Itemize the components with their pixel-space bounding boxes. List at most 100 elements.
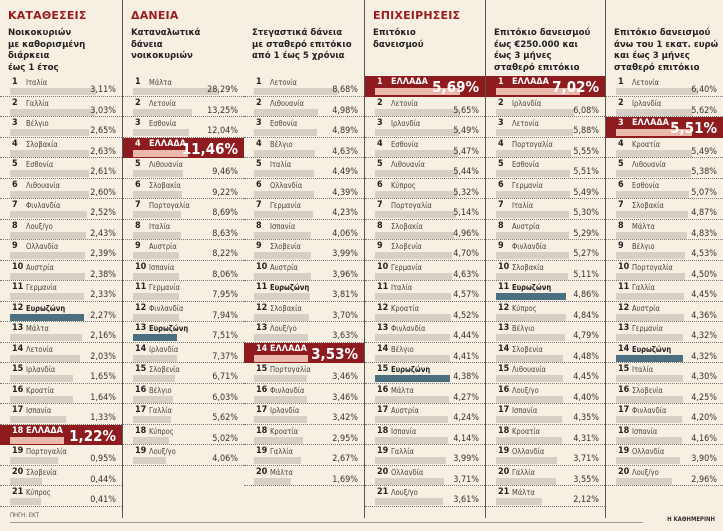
bar bbox=[254, 231, 312, 239]
bar-row: 2 Ιρλανδία 6,08% bbox=[486, 97, 605, 117]
country-name: Γαλλία bbox=[512, 467, 535, 477]
rank: 4 bbox=[135, 138, 141, 149]
rank: 4 bbox=[256, 138, 262, 149]
rank: 16 bbox=[618, 384, 630, 395]
bar-row: 15 Λιθουανία 4,45% bbox=[486, 363, 605, 384]
bar bbox=[375, 498, 443, 505]
value-label: 3,81% bbox=[332, 290, 358, 300]
bar-row: 11 Γαλλία 4,45% bbox=[606, 281, 723, 302]
bar bbox=[375, 334, 451, 341]
country-name: Λετονία bbox=[391, 98, 418, 108]
bar bbox=[496, 293, 566, 300]
bar-row: 11 Ευρωζώνη 3,81% bbox=[244, 281, 364, 302]
country-name: ΕΛΛΑΔΑ bbox=[632, 118, 669, 128]
divider bbox=[10, 522, 643, 523]
bar-row: 2 Ιρλανδία 5,62% bbox=[606, 97, 723, 117]
bar bbox=[375, 231, 455, 239]
value-label: 4,52% bbox=[453, 310, 479, 321]
bar-row: 16 Φινλανδία 3,46% bbox=[244, 384, 364, 404]
rank: 3 bbox=[498, 118, 504, 128]
value-label: 6,40% bbox=[691, 85, 717, 95]
bar bbox=[10, 170, 89, 177]
country-name: ΕΛΛΑΔΑ bbox=[391, 77, 428, 87]
value-label: 4,70% bbox=[453, 249, 479, 259]
bar bbox=[254, 211, 313, 218]
value-label: 8,63% bbox=[212, 228, 238, 239]
bar bbox=[10, 313, 84, 321]
bar bbox=[375, 313, 451, 321]
rank: 10 bbox=[498, 261, 510, 272]
bar bbox=[133, 211, 181, 218]
bar bbox=[254, 334, 309, 341]
country-name: Λιθουανία bbox=[512, 365, 547, 374]
bar bbox=[10, 395, 73, 403]
rank: 11 bbox=[135, 282, 147, 292]
bar bbox=[10, 190, 89, 198]
rank: 1 bbox=[12, 77, 18, 87]
value-label: 1,65% bbox=[90, 372, 116, 382]
rank: 11 bbox=[498, 282, 510, 292]
country-name: Λουξ/γο bbox=[26, 221, 53, 231]
bar-row: 20 Γαλλία 3,55% bbox=[486, 466, 605, 486]
bar-row: 18 Ισπανία 4,14% bbox=[365, 425, 485, 445]
column-subtitle: Επιτόκιο δανεισμού bbox=[373, 28, 424, 50]
bar-row: 19 Λουξ/γο 4,06% bbox=[123, 445, 244, 466]
country-name: Σλοβακία bbox=[391, 221, 423, 231]
bar bbox=[375, 190, 458, 198]
value-label: 2,96% bbox=[691, 474, 717, 485]
value-label: 6,71% bbox=[212, 372, 238, 382]
bar bbox=[496, 190, 571, 198]
bar-row: 11 Ευρωζώνη 4,86% bbox=[486, 281, 605, 302]
value-label: 5,02% bbox=[212, 433, 238, 444]
rank: 18 bbox=[618, 425, 630, 436]
bar-row: 16 Σλοβενία 4,25% bbox=[606, 384, 723, 404]
rank: 14 bbox=[12, 343, 24, 354]
rank: 1 bbox=[135, 77, 141, 87]
value-label: 4,86% bbox=[573, 290, 599, 300]
bar-row: 3 Εσθονία 12,04% bbox=[123, 117, 244, 138]
rank: 15 bbox=[12, 364, 24, 374]
rank: 1 bbox=[377, 77, 383, 87]
value-label: 3,55% bbox=[573, 474, 599, 485]
country-name: Σλοβενία bbox=[512, 344, 543, 354]
bar bbox=[133, 231, 181, 239]
value-label: 2,52% bbox=[90, 208, 116, 218]
value-label: 5,51% bbox=[670, 119, 717, 137]
bar-row: 11 Ιταλία 4,57% bbox=[365, 281, 485, 302]
value-label: 0,95% bbox=[90, 454, 116, 464]
country-name: Γαλλία bbox=[270, 447, 293, 456]
value-label: 6,03% bbox=[212, 392, 238, 403]
bar bbox=[616, 457, 680, 464]
bar bbox=[254, 457, 301, 464]
bar-row: 19 Πορτογαλία 0,95% bbox=[0, 445, 122, 466]
country-name: Σλοβενία bbox=[270, 242, 301, 251]
bar-row: 9 Βέλγιο 4,53% bbox=[606, 240, 723, 261]
bar bbox=[616, 313, 684, 321]
value-label: 5,29% bbox=[573, 228, 599, 239]
value-label: 3,46% bbox=[332, 392, 358, 403]
value-label: 4,14% bbox=[453, 433, 479, 444]
bar bbox=[496, 211, 569, 218]
bar-row: 14 ΕΛΛΑΔΑ 3,53% bbox=[244, 342, 364, 363]
rank: 7 bbox=[377, 200, 383, 210]
bar bbox=[133, 252, 180, 259]
bar-row: 12 Αυστρία 4,36% bbox=[606, 302, 723, 322]
rank: 19 bbox=[618, 446, 630, 456]
bar-row: 17 Αυστρία 4,24% bbox=[365, 404, 485, 425]
country-name: Εσθονία bbox=[632, 180, 660, 190]
bar bbox=[10, 88, 96, 95]
value-label: 3,61% bbox=[453, 495, 479, 505]
bar-row: 5 Εσθονία 2,61% bbox=[0, 158, 122, 179]
bar-row: 8 Σλοβακία 4,96% bbox=[365, 220, 485, 240]
bar bbox=[375, 129, 459, 136]
bar bbox=[616, 416, 683, 423]
rank: 13 bbox=[618, 323, 630, 333]
bar bbox=[133, 149, 188, 157]
value-label: 2,27% bbox=[90, 310, 116, 321]
value-label: 3,70% bbox=[332, 310, 358, 321]
rank: 1 bbox=[618, 77, 624, 87]
rank: 12 bbox=[498, 302, 510, 313]
country-name: Ιρλανδία bbox=[149, 344, 179, 354]
country-name: Αυστρία bbox=[149, 242, 177, 251]
bar-row: 2 Λιθουανία 4,98% bbox=[244, 97, 364, 117]
